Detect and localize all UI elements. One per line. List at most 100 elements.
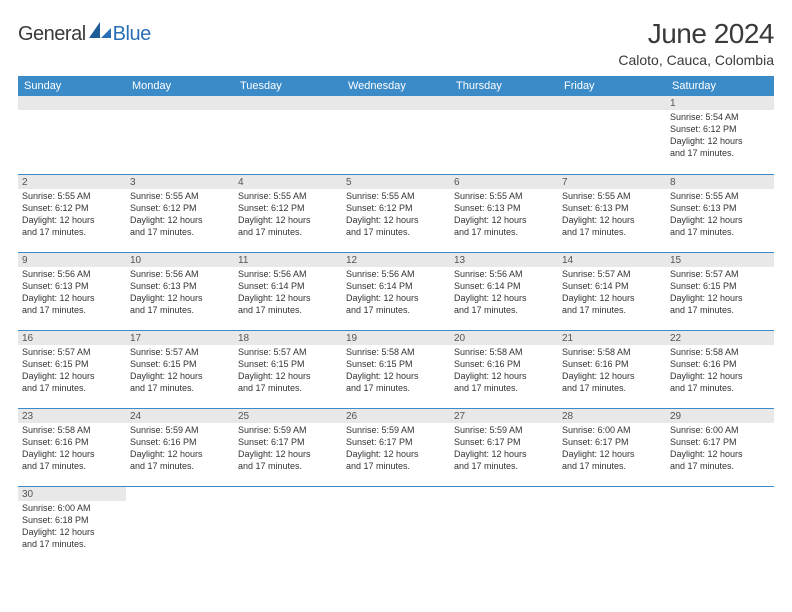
calendar-week-row: 30Sunrise: 6:00 AMSunset: 6:18 PMDayligh…: [18, 486, 774, 564]
day-detail-line: Sunrise: 6:00 AM: [670, 424, 770, 436]
calendar-cell: 6Sunrise: 5:55 AMSunset: 6:13 PMDaylight…: [450, 174, 558, 252]
day-detail-line: Sunset: 6:13 PM: [670, 202, 770, 214]
day-detail-line: Daylight: 12 hours: [670, 448, 770, 460]
day-detail-line: Daylight: 12 hours: [130, 448, 230, 460]
day-number: 26: [342, 409, 450, 423]
day-detail-line: Sunset: 6:15 PM: [22, 358, 122, 370]
calendar-cell: [558, 96, 666, 174]
day-number: 17: [126, 331, 234, 345]
day-details: Sunrise: 5:59 AMSunset: 6:17 PMDaylight:…: [234, 423, 342, 475]
day-number: 11: [234, 253, 342, 267]
day-number: 18: [234, 331, 342, 345]
day-number: 21: [558, 331, 666, 345]
day-detail-line: and 17 minutes.: [238, 226, 338, 238]
calendar-cell: [450, 486, 558, 564]
day-detail-line: and 17 minutes.: [670, 382, 770, 394]
day-detail-line: Sunrise: 5:56 AM: [238, 268, 338, 280]
day-detail-line: and 17 minutes.: [454, 304, 554, 316]
day-number: 16: [18, 331, 126, 345]
day-detail-line: Sunrise: 5:57 AM: [238, 346, 338, 358]
day-detail-line: Sunset: 6:17 PM: [238, 436, 338, 448]
day-detail-line: Sunrise: 5:55 AM: [130, 190, 230, 202]
calendar-page: General Blue June 2024 Caloto, Cauca, Co…: [0, 0, 792, 574]
day-details: Sunrise: 5:55 AMSunset: 6:12 PMDaylight:…: [342, 189, 450, 241]
day-number-bar: [558, 96, 666, 110]
calendar-cell: 25Sunrise: 5:59 AMSunset: 6:17 PMDayligh…: [234, 408, 342, 486]
day-details: Sunrise: 6:00 AMSunset: 6:17 PMDaylight:…: [666, 423, 774, 475]
day-detail-line: Sunrise: 5:58 AM: [454, 346, 554, 358]
top-bar: General Blue June 2024 Caloto, Cauca, Co…: [18, 18, 774, 68]
day-details: Sunrise: 5:56 AMSunset: 6:14 PMDaylight:…: [342, 267, 450, 319]
calendar-cell: 10Sunrise: 5:56 AMSunset: 6:13 PMDayligh…: [126, 252, 234, 330]
day-detail-line: Sunset: 6:17 PM: [454, 436, 554, 448]
calendar-cell: 13Sunrise: 5:56 AMSunset: 6:14 PMDayligh…: [450, 252, 558, 330]
calendar-cell: [234, 486, 342, 564]
day-number: 19: [342, 331, 450, 345]
day-detail-line: Sunrise: 5:57 AM: [130, 346, 230, 358]
day-details: Sunrise: 5:56 AMSunset: 6:14 PMDaylight:…: [450, 267, 558, 319]
day-number: 6: [450, 175, 558, 189]
day-detail-line: Daylight: 12 hours: [22, 370, 122, 382]
calendar-cell: 30Sunrise: 6:00 AMSunset: 6:18 PMDayligh…: [18, 486, 126, 564]
calendar-cell: 21Sunrise: 5:58 AMSunset: 6:16 PMDayligh…: [558, 330, 666, 408]
day-detail-line: Daylight: 12 hours: [562, 214, 662, 226]
day-detail-line: and 17 minutes.: [22, 538, 122, 550]
calendar-cell: 27Sunrise: 5:59 AMSunset: 6:17 PMDayligh…: [450, 408, 558, 486]
day-details: Sunrise: 5:59 AMSunset: 6:17 PMDaylight:…: [342, 423, 450, 475]
day-number: 5: [342, 175, 450, 189]
day-details: Sunrise: 5:57 AMSunset: 6:15 PMDaylight:…: [126, 345, 234, 397]
day-detail-line: Sunset: 6:14 PM: [454, 280, 554, 292]
day-detail-line: and 17 minutes.: [130, 304, 230, 316]
day-details: Sunrise: 5:57 AMSunset: 6:15 PMDaylight:…: [666, 267, 774, 319]
day-number: 7: [558, 175, 666, 189]
day-detail-line: and 17 minutes.: [22, 226, 122, 238]
day-details: Sunrise: 5:56 AMSunset: 6:14 PMDaylight:…: [234, 267, 342, 319]
brand-logo: General Blue: [18, 18, 151, 46]
day-details: Sunrise: 5:55 AMSunset: 6:13 PMDaylight:…: [558, 189, 666, 241]
day-details: Sunrise: 5:55 AMSunset: 6:13 PMDaylight:…: [666, 189, 774, 241]
day-details: Sunrise: 5:58 AMSunset: 6:16 PMDaylight:…: [18, 423, 126, 475]
day-number: 29: [666, 409, 774, 423]
day-details: Sunrise: 5:59 AMSunset: 6:17 PMDaylight:…: [450, 423, 558, 475]
calendar-cell: 19Sunrise: 5:58 AMSunset: 6:15 PMDayligh…: [342, 330, 450, 408]
calendar-cell: 5Sunrise: 5:55 AMSunset: 6:12 PMDaylight…: [342, 174, 450, 252]
calendar-cell: 2Sunrise: 5:55 AMSunset: 6:12 PMDaylight…: [18, 174, 126, 252]
day-detail-line: Sunrise: 5:56 AM: [22, 268, 122, 280]
day-detail-line: Daylight: 12 hours: [238, 214, 338, 226]
calendar-cell: 3Sunrise: 5:55 AMSunset: 6:12 PMDaylight…: [126, 174, 234, 252]
day-detail-line: Sunrise: 5:56 AM: [130, 268, 230, 280]
day-detail-line: and 17 minutes.: [22, 382, 122, 394]
day-detail-line: Daylight: 12 hours: [562, 448, 662, 460]
day-detail-line: Sunset: 6:16 PM: [670, 358, 770, 370]
day-detail-line: Daylight: 12 hours: [130, 292, 230, 304]
calendar-cell: 22Sunrise: 5:58 AMSunset: 6:16 PMDayligh…: [666, 330, 774, 408]
day-details: Sunrise: 5:54 AMSunset: 6:12 PMDaylight:…: [666, 110, 774, 162]
day-detail-line: Sunset: 6:14 PM: [238, 280, 338, 292]
day-details: Sunrise: 5:57 AMSunset: 6:15 PMDaylight:…: [234, 345, 342, 397]
logo-text-dark: General: [18, 23, 86, 46]
day-detail-line: Sunset: 6:12 PM: [22, 202, 122, 214]
day-detail-line: and 17 minutes.: [670, 226, 770, 238]
day-detail-line: Sunrise: 6:00 AM: [562, 424, 662, 436]
day-detail-line: Sunrise: 5:59 AM: [238, 424, 338, 436]
weekday-header: Thursday: [450, 76, 558, 96]
day-detail-line: Sunset: 6:17 PM: [346, 436, 446, 448]
day-detail-line: Sunrise: 5:58 AM: [670, 346, 770, 358]
calendar-cell: 7Sunrise: 5:55 AMSunset: 6:13 PMDaylight…: [558, 174, 666, 252]
day-details: Sunrise: 5:58 AMSunset: 6:16 PMDaylight:…: [450, 345, 558, 397]
day-detail-line: Daylight: 12 hours: [670, 370, 770, 382]
day-number: 15: [666, 253, 774, 267]
day-number-bar: [450, 96, 558, 110]
calendar-cell: 12Sunrise: 5:56 AMSunset: 6:14 PMDayligh…: [342, 252, 450, 330]
day-detail-line: and 17 minutes.: [670, 460, 770, 472]
day-detail-line: Sunrise: 5:58 AM: [562, 346, 662, 358]
day-number: 27: [450, 409, 558, 423]
calendar-cell: 16Sunrise: 5:57 AMSunset: 6:15 PMDayligh…: [18, 330, 126, 408]
day-detail-line: Daylight: 12 hours: [454, 292, 554, 304]
calendar-cell: [450, 96, 558, 174]
day-details: Sunrise: 5:56 AMSunset: 6:13 PMDaylight:…: [18, 267, 126, 319]
weekday-header: Sunday: [18, 76, 126, 96]
day-detail-line: Sunrise: 5:59 AM: [130, 424, 230, 436]
day-details: Sunrise: 5:58 AMSunset: 6:16 PMDaylight:…: [666, 345, 774, 397]
day-detail-line: and 17 minutes.: [238, 460, 338, 472]
